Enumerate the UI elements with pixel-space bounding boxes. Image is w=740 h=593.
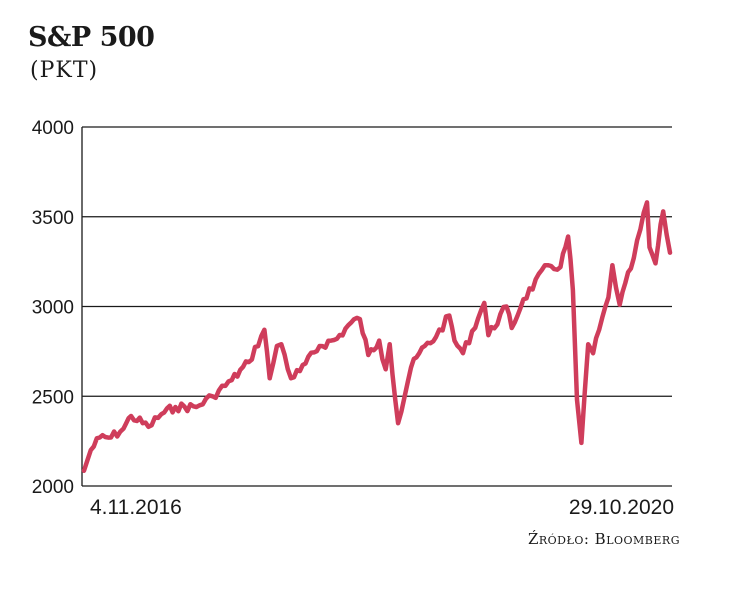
source-note: Źródło: Bloomberg <box>527 530 680 548</box>
y-tick-label-3500: 3500 <box>32 208 74 229</box>
y-tick-label-2000: 2000 <box>32 477 74 498</box>
y-axis-ticks: 2000 2500 3000 3500 4000 <box>32 118 74 498</box>
chart-title: S&P 500 <box>28 22 155 53</box>
chart-unit: (PKT) <box>30 58 99 83</box>
y-tick-label-3000: 3000 <box>32 298 74 319</box>
x-axis-end-label: 29.10.2020 <box>569 496 674 519</box>
y-tick-label-4000: 4000 <box>32 118 74 139</box>
grid-lines <box>82 126 672 397</box>
series-line-sp500 <box>81 200 673 473</box>
y-tick-label-2500: 2500 <box>32 387 74 408</box>
x-axis-start-label: 4.11.2016 <box>90 496 182 519</box>
